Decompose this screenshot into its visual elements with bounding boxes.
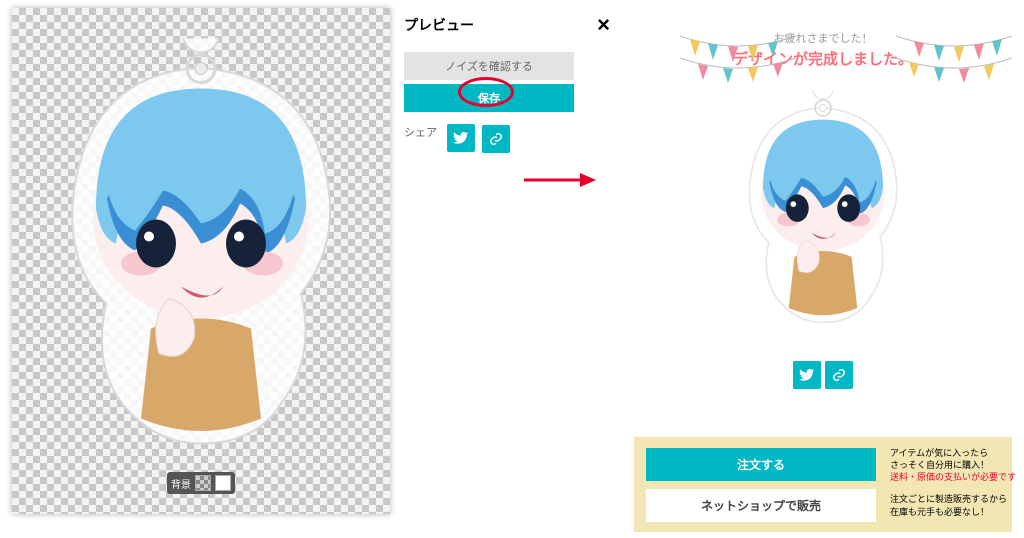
completion-page: お疲れさまでした！ デザインが完成しました。	[622, 0, 1024, 538]
close-icon[interactable]: ×	[597, 14, 610, 36]
bunting-left-icon	[678, 28, 798, 88]
bg-toggle-label: 背景	[171, 476, 191, 491]
order-note-2: 注文ごとに製造販売するから 在庫も元手も必要なし！	[890, 493, 1024, 517]
app-root: 背景 プレビュー × ノイズを確認する 保存 シェア	[0, 0, 1024, 538]
order-box: 注文する アイテムが気に入ったら さっそく自分用に購入！ 送料・原価の支払いが必…	[634, 437, 1012, 532]
twitter-icon[interactable]	[447, 124, 475, 152]
character-preview	[41, 38, 361, 463]
bunting-right-icon	[894, 28, 1014, 88]
link-icon[interactable]	[825, 361, 853, 389]
panel-title: プレビュー	[404, 15, 474, 35]
background-toggle[interactable]: 背景	[167, 472, 235, 494]
link-icon[interactable]	[482, 125, 510, 153]
order-note-1: アイテムが気に入ったら さっそく自分用に購入！ 送料・原価の支払いが必要です	[890, 447, 1024, 483]
twitter-icon[interactable]	[793, 361, 821, 389]
sell-button[interactable]: ネットショップで販売	[646, 489, 876, 522]
bg-checker-swatch[interactable]	[195, 475, 211, 491]
share-row: シェア	[404, 124, 610, 153]
character-final	[728, 91, 918, 331]
order-button[interactable]: 注文する	[646, 448, 876, 481]
check-noise-button[interactable]: ノイズを確認する	[404, 52, 574, 80]
bg-white-swatch[interactable]	[215, 475, 231, 491]
preview-panel: プレビュー × ノイズを確認する 保存 シェア	[390, 0, 622, 538]
share-row-final	[622, 361, 1024, 389]
preview-canvas: 背景	[12, 8, 390, 514]
save-button-label: 保存	[478, 93, 500, 105]
share-label: シェア	[404, 127, 437, 139]
save-button[interactable]: 保存	[404, 84, 574, 112]
